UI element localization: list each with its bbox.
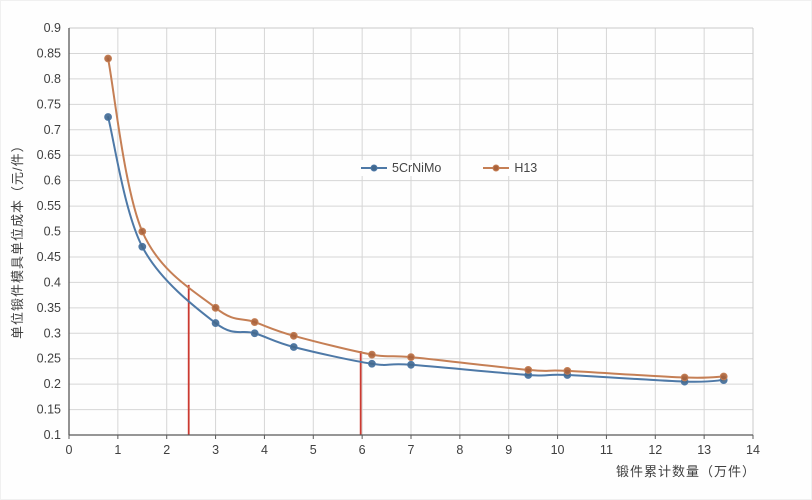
x-axis-title: 锻件累计数量（万件） xyxy=(615,464,756,479)
legend: 5CrNiMo H13 xyxy=(359,160,540,176)
x-tick-label: 13 xyxy=(697,443,711,457)
x-tick-label: 3 xyxy=(212,443,219,457)
y-tick-label: 0.4 xyxy=(44,275,61,289)
x-tick-label: 2 xyxy=(163,443,170,457)
y-tick-label: 0.6 xyxy=(44,174,61,188)
y-tick-label: 0.65 xyxy=(37,148,61,162)
y-tick-label: 0.55 xyxy=(37,199,61,213)
y-tick-label: 0.8 xyxy=(44,72,61,86)
x-tick-label: 12 xyxy=(648,443,662,457)
y-tick-label: 0.85 xyxy=(37,46,61,60)
y-tick-label: 0.1 xyxy=(44,428,61,442)
legend-dot-swatch-0 xyxy=(370,164,378,172)
x-tick-label: 5 xyxy=(310,443,317,457)
x-tick-label: 7 xyxy=(408,443,415,457)
legend-label: H13 xyxy=(514,161,538,175)
y-tick-label: 0.5 xyxy=(44,225,61,239)
legend-line-marker-icon xyxy=(361,164,387,173)
y-tick-label: 0.25 xyxy=(37,352,61,366)
x-tick-label: 10 xyxy=(551,443,565,457)
x-tick-label: 9 xyxy=(505,443,512,457)
legend-label: 5CrNiMo xyxy=(392,161,442,175)
legend-line-marker-icon xyxy=(483,164,510,173)
y-tick-label: 0.3 xyxy=(44,326,61,340)
x-tick-label: 8 xyxy=(456,443,463,457)
y-tick-label: 0.45 xyxy=(37,250,61,264)
legend-dot-swatch-1 xyxy=(492,164,500,172)
y-tick-label: 0.35 xyxy=(37,301,61,315)
y-tick-label: 0.2 xyxy=(44,377,61,391)
legend-item-5crnimo: 5CrNiMo xyxy=(359,160,444,176)
x-tick-label: 11 xyxy=(600,443,613,457)
y-tick-label: 0.7 xyxy=(44,123,61,137)
x-tick-label: 4 xyxy=(261,443,268,457)
x-tick-label: 0 xyxy=(66,443,73,457)
y-tick-label: 0.9 xyxy=(44,21,61,35)
x-tick-label: 6 xyxy=(359,443,366,457)
x-tick-label: 14 xyxy=(746,443,760,457)
y-tick-label: 0.15 xyxy=(37,403,61,417)
y-tick-label: 0.75 xyxy=(37,97,61,111)
y-axis-title: 单位锻件模具单位成本（元/件） xyxy=(10,138,25,339)
x-tick-label: 1 xyxy=(114,443,121,457)
legend-item-h13: H13 xyxy=(481,160,540,176)
